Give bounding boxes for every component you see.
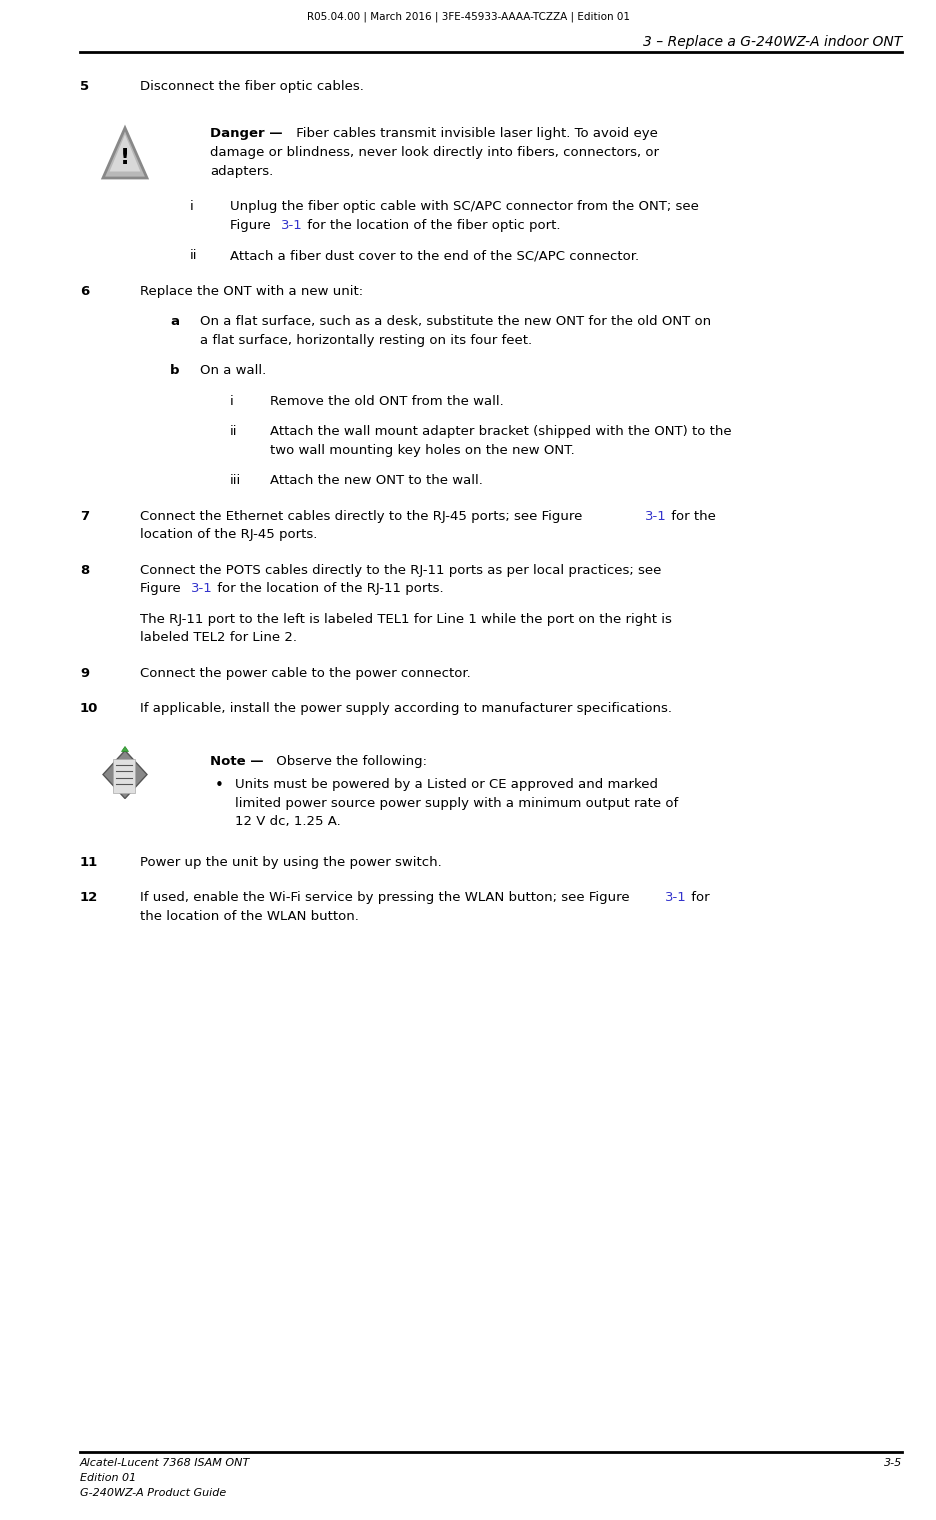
Text: Note —: Note — [210,754,263,768]
Text: 7: 7 [80,509,89,523]
Polygon shape [110,134,140,172]
Text: 6: 6 [80,284,89,298]
Text: location of the RJ-45 ports.: location of the RJ-45 ports. [139,527,317,541]
Text: On a flat surface, such as a desk, substitute the new ONT for the old ONT on: On a flat surface, such as a desk, subst… [199,315,710,328]
Text: 5: 5 [80,81,89,93]
Text: Units must be powered by a Listed or CE approved and marked: Units must be powered by a Listed or CE … [235,778,657,790]
Text: !: ! [120,147,130,167]
Text: for the location of the RJ-11 ports.: for the location of the RJ-11 ports. [212,582,443,594]
Text: adapters.: adapters. [210,164,273,178]
Text: 3-5: 3-5 [883,1458,901,1468]
Text: Observe the following:: Observe the following: [271,754,427,768]
Text: Power up the unit by using the power switch.: Power up the unit by using the power swi… [139,856,441,868]
Text: The RJ-11 port to the left is labeled TEL1 for Line 1 while the port on the righ: The RJ-11 port to the left is labeled TE… [139,613,671,626]
Text: 8: 8 [80,564,89,576]
Text: for: for [686,891,709,904]
Text: a: a [169,315,179,328]
Text: If applicable, install the power supply according to manufacturer specifications: If applicable, install the power supply … [139,702,671,714]
Text: for the: for the [666,509,715,523]
Text: two wall mounting key holes on the new ONT.: two wall mounting key holes on the new O… [270,444,574,456]
Text: Attach the new ONT to the wall.: Attach the new ONT to the wall. [270,474,482,486]
Text: Fiber cables transmit invisible laser light. To avoid eye: Fiber cables transmit invisible laser li… [292,128,657,140]
Text: ii: ii [190,249,197,261]
Text: Replace the ONT with a new unit:: Replace the ONT with a new unit: [139,284,363,298]
Text: Alcatel-Lucent 7368 ISAM ONT: Alcatel-Lucent 7368 ISAM ONT [80,1458,250,1468]
Text: Connect the Ethernet cables directly to the RJ-45 ports; see Figure: Connect the Ethernet cables directly to … [139,509,586,523]
Text: for the location of the fiber optic port.: for the location of the fiber optic port… [302,219,560,231]
Text: R05.04.00 | March 2016 | 3FE-45933-AAAA-TCZZA | Edition 01: R05.04.00 | March 2016 | 3FE-45933-AAAA-… [307,12,629,23]
Text: a flat surface, horizontally resting on its four feet.: a flat surface, horizontally resting on … [199,333,532,347]
Text: 11: 11 [80,856,98,868]
Text: i: i [190,201,194,213]
Text: Remove the old ONT from the wall.: Remove the old ONT from the wall. [270,395,504,407]
Text: 10: 10 [80,702,98,714]
Text: On a wall.: On a wall. [199,363,266,377]
Text: limited power source power supply with a minimum output rate of: limited power source power supply with a… [235,796,678,810]
Text: 12: 12 [80,891,98,904]
Text: iii: iii [229,474,241,486]
Text: 3-1: 3-1 [281,219,302,231]
Text: ii: ii [229,426,237,438]
Text: •: • [214,778,224,793]
Text: 3-1: 3-1 [644,509,666,523]
Text: Connect the power cable to the power connector.: Connect the power cable to the power con… [139,666,470,679]
Text: 3-1: 3-1 [191,582,212,594]
Text: damage or blindness, never look directly into fibers, connectors, or: damage or blindness, never look directly… [210,146,658,160]
Polygon shape [113,758,135,792]
Text: If used, enable the Wi-Fi service by pressing the WLAN button; see Figure: If used, enable the Wi-Fi service by pre… [139,891,633,904]
Text: G-240WZ-A Product Guide: G-240WZ-A Product Guide [80,1488,226,1499]
Text: Danger —: Danger — [210,128,283,140]
Text: Attach the wall mount adapter bracket (shipped with the ONT) to the: Attach the wall mount adapter bracket (s… [270,426,731,438]
Text: Unplug the fiber optic cable with SC/APC connector from the ONT; see: Unplug the fiber optic cable with SC/APC… [229,201,698,213]
Text: Figure: Figure [229,219,274,231]
Polygon shape [103,751,147,798]
Text: i: i [229,395,233,407]
Text: Connect the POTS cables directly to the RJ-11 ports as per local practices; see: Connect the POTS cables directly to the … [139,564,661,576]
Text: 3 – Replace a G-240WZ-A indoor ONT: 3 – Replace a G-240WZ-A indoor ONT [642,35,901,49]
Text: Figure: Figure [139,582,184,594]
Polygon shape [122,746,128,751]
Text: 3-1: 3-1 [665,891,686,904]
Text: Edition 01: Edition 01 [80,1473,136,1484]
Polygon shape [103,128,147,178]
Text: 9: 9 [80,666,89,679]
Text: labeled TEL2 for Line 2.: labeled TEL2 for Line 2. [139,631,297,644]
Text: the location of the WLAN button.: the location of the WLAN button. [139,909,358,923]
Text: 12 V dc, 1.25 A.: 12 V dc, 1.25 A. [235,815,341,828]
Text: b: b [169,363,180,377]
Text: Disconnect the fiber optic cables.: Disconnect the fiber optic cables. [139,81,363,93]
Text: Attach a fiber dust cover to the end of the SC/APC connector.: Attach a fiber dust cover to the end of … [229,249,638,261]
